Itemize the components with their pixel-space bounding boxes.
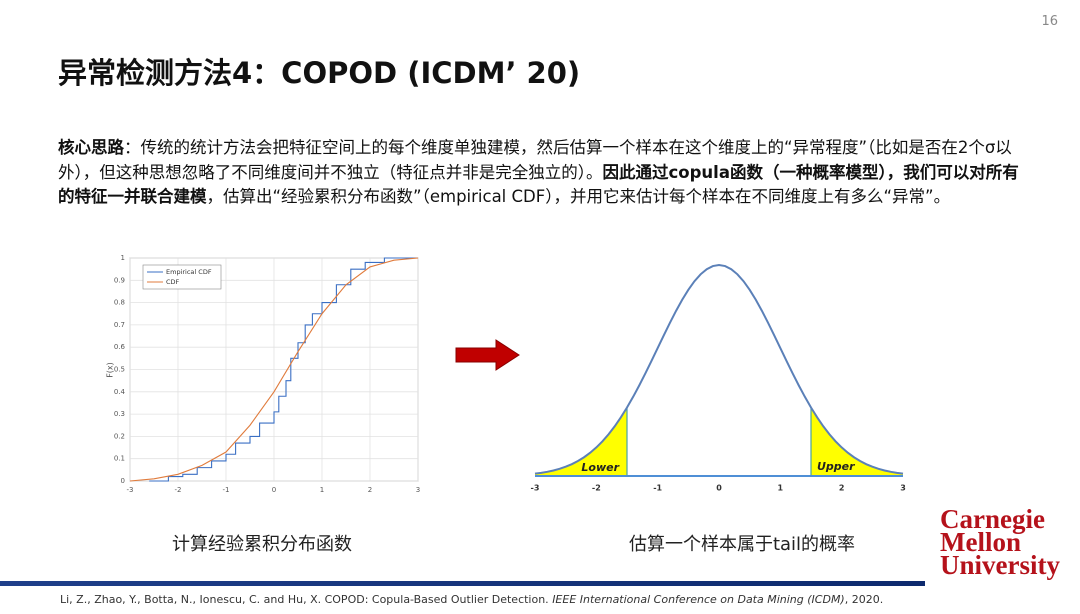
series-line — [129, 257, 419, 482]
x-tick-label: 3 — [900, 484, 906, 493]
lower-tail — [535, 407, 627, 476]
caption: 计算经验累积分布函数 — [172, 534, 352, 555]
x-tick-label: 0 — [272, 486, 276, 494]
y-tick-label: 0.6 — [114, 343, 126, 351]
annotation: Lower — [581, 461, 619, 474]
arrow — [455, 339, 520, 371]
x-tick-label: 2 — [839, 484, 845, 493]
legend-label: CDF — [166, 278, 180, 286]
x-tick-label: 2 — [368, 486, 372, 494]
annotation: Upper — [817, 460, 855, 473]
text-run: Li, Z., Zhao, Y., Botta, N., Ionescu, C.… — [60, 593, 553, 606]
text-run: , 2020. — [844, 593, 884, 606]
series-line — [149, 257, 418, 482]
x-tick-label: 3 — [416, 486, 420, 494]
y-tick-label: 0.2 — [114, 432, 125, 440]
text-run: IEEE International Conference on Data Mi… — [552, 593, 845, 606]
paragraph: 核心思路：传统的统计方法会把特征空间上的每个维度单独建模，然后估算一个样本在这个… — [58, 136, 1028, 210]
y-tick-label: 0.1 — [114, 455, 125, 463]
y-tick-label: 0 — [121, 477, 125, 485]
logo-text: University — [940, 550, 1060, 580]
density-curve — [534, 263, 904, 475]
logo: Carnegie Mellon University — [940, 504, 1060, 580]
footer-bar — [0, 581, 925, 586]
y-tick-label: 0.7 — [114, 321, 125, 329]
legend-label: Empirical CDF — [166, 268, 212, 276]
text-run: ，估算出“经验累积分布函数”（empirical CDF），并用它来估计每个样本… — [206, 187, 951, 206]
y-tick-label: 0.4 — [114, 388, 126, 396]
x-tick-label: -1 — [653, 484, 662, 493]
text-run: 核心思路 — [58, 138, 124, 157]
y-axis-label: F(x) — [106, 362, 115, 378]
y-tick-label: 0.3 — [114, 410, 125, 418]
x-tick-label: -2 — [592, 484, 601, 493]
logo-text: Mellon — [940, 527, 1022, 557]
y-tick-label: 0.5 — [114, 366, 125, 374]
slide-title: 异常检测方法4：COPOD (ICDM’ 20) — [58, 56, 581, 90]
upper-tail — [811, 407, 903, 476]
citation: Li, Z., Zhao, Y., Botta, N., Ionescu, C.… — [60, 593, 883, 606]
text-run: 因此通过copula函数（一种概率模型），我们可以对所有的特征一并联合建模 — [58, 162, 1019, 207]
x-tick-label: -3 — [531, 484, 540, 493]
x-tick-label: 0 — [716, 484, 722, 493]
text-run: ：传统的统计方法会把特征空间上的每个维度单独建模，然后估算一个样本在这个维度上的… — [58, 138, 1012, 182]
x-tick-label: -3 — [127, 486, 134, 494]
y-tick-label: 0.8 — [114, 299, 125, 307]
x-tick-label: -2 — [175, 486, 182, 494]
caption: 估算一个样本属于tail的概率 — [628, 534, 856, 555]
x-tick-label: -1 — [223, 486, 230, 494]
logo-text: Carnegie — [940, 504, 1045, 534]
x-tick-label: 1 — [778, 484, 784, 493]
y-tick-label: 1 — [121, 254, 125, 262]
y-tick-label: 0.9 — [114, 276, 125, 284]
page-number: 16 — [1041, 14, 1058, 29]
legend-box — [142, 264, 222, 290]
x-tick-label: 1 — [320, 486, 324, 494]
